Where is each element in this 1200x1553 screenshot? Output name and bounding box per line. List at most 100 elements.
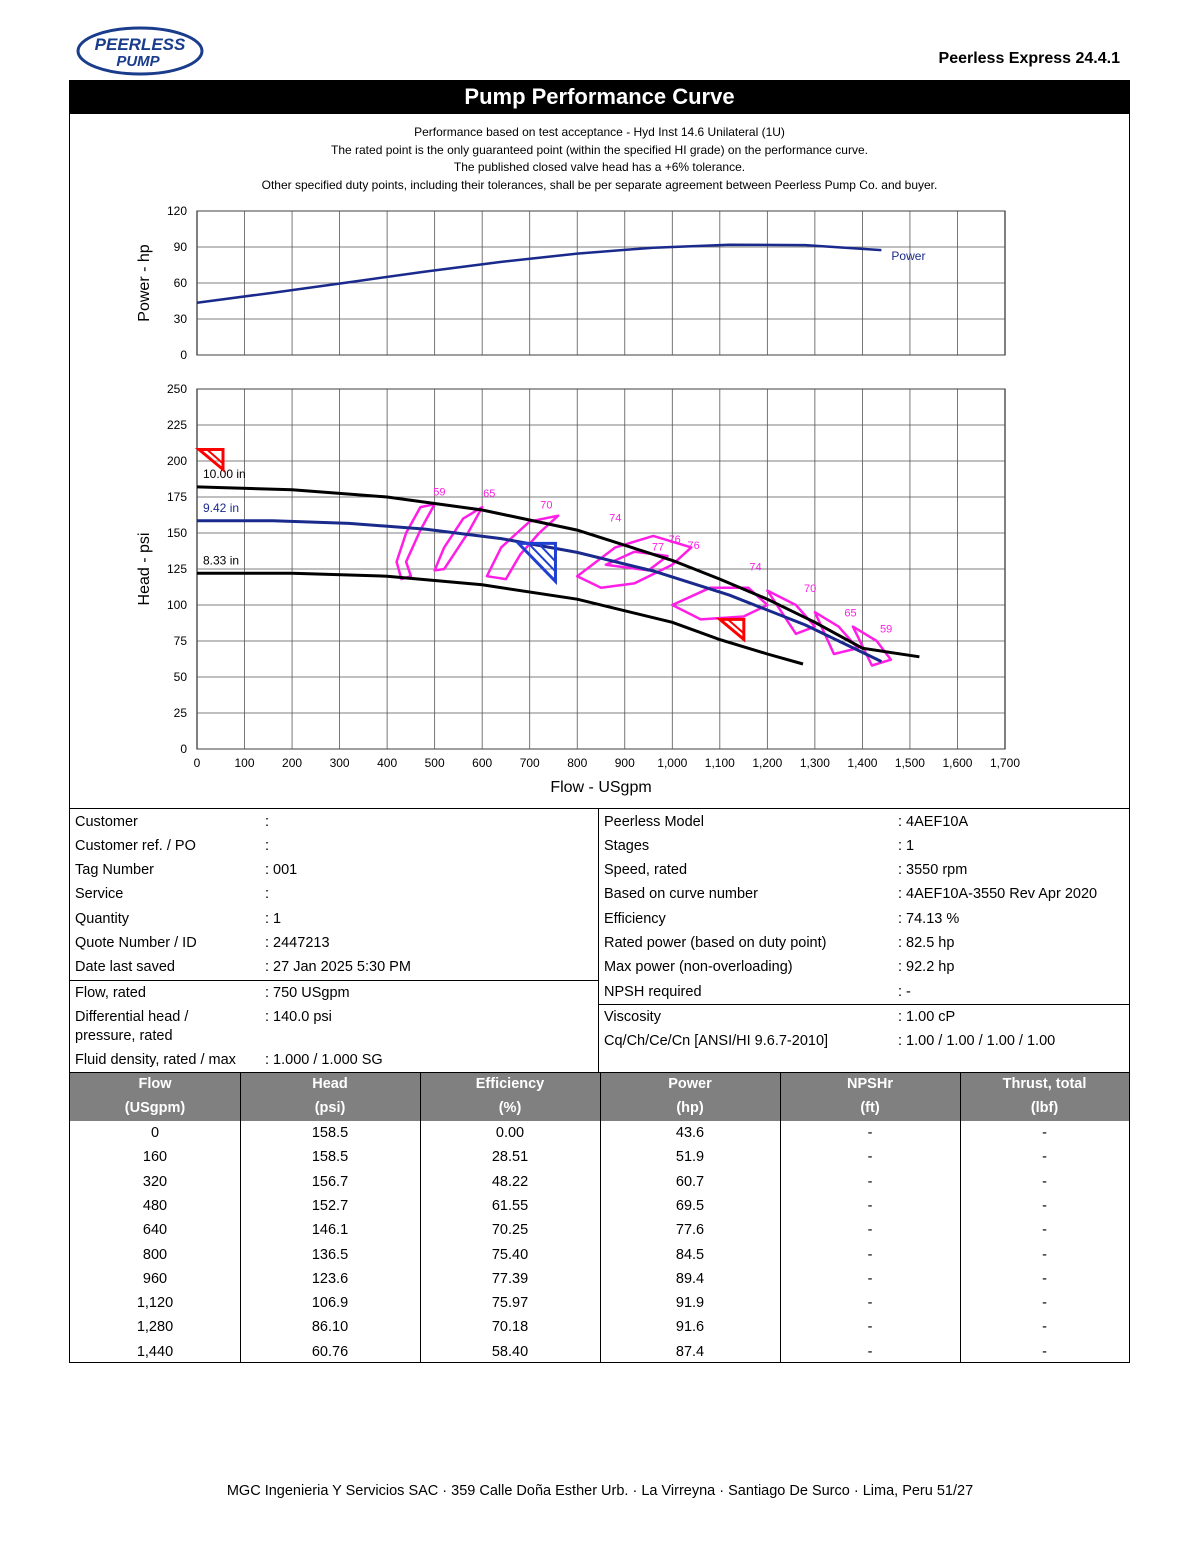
- table-cell: 158.5: [311, 1149, 349, 1166]
- detail-label: Max power (non-overloading): [604, 959, 793, 975]
- detail-value: : 4AEF10A: [898, 814, 969, 830]
- table-cell: 77.39: [491, 1270, 529, 1287]
- power-y-tick-label: 30: [174, 312, 188, 326]
- x-axis-label: Flow - USgpm: [550, 779, 651, 796]
- table-header-cell: Head: [312, 1076, 348, 1092]
- x-tick-label: 1,100: [705, 756, 735, 770]
- head-curve: [197, 571, 804, 666]
- table-cell: -: [1042, 1125, 1047, 1141]
- note-line: The published closed valve head has a +6…: [453, 160, 746, 174]
- rated-point-hatch: [537, 542, 557, 563]
- table-cell: -: [1042, 1222, 1047, 1239]
- table-cell: 70.25: [491, 1222, 529, 1239]
- performance-charts: 0 30 60 90 120 0 25 50 75 100 125 150 175 200 225 250 0 1…: [136, 204, 1020, 796]
- table-cell: 70.18: [491, 1319, 529, 1336]
- detail-label: Tag Number: [75, 862, 154, 878]
- detail-value: : 001: [265, 862, 298, 878]
- table-cell: 60.7: [675, 1173, 705, 1190]
- detail-label: Fluid density, rated / max: [75, 1052, 236, 1068]
- min-head-marker-hatch: [727, 618, 745, 635]
- table-column-divider: [780, 1072, 781, 1363]
- table-cell: 58.40: [491, 1343, 529, 1360]
- note-line: Performance based on test acceptance - H…: [414, 125, 785, 139]
- head-y-axis-label: Head - psi: [136, 533, 153, 606]
- table-cell: -: [867, 1222, 873, 1239]
- table-cell: 48.22: [491, 1173, 529, 1190]
- detail-value: : 2447213: [265, 935, 330, 951]
- efficiency-label: 70: [540, 500, 552, 512]
- x-tick-label: 1,600: [942, 756, 972, 770]
- table-cell: 28.51: [491, 1149, 529, 1166]
- rated-point-hatch: [527, 542, 557, 573]
- software-version: Peerless Express 24.4.1: [938, 50, 1120, 67]
- table-cell: 160: [142, 1149, 168, 1166]
- detail-label: Speed, rated: [604, 862, 688, 878]
- table-cell: 152.7: [311, 1197, 349, 1214]
- table-cell: -: [1042, 1270, 1047, 1287]
- detail-value: : 82.5 hp: [898, 935, 955, 951]
- x-tick-label: 1,700: [990, 756, 1020, 770]
- table-cell: 51.9: [675, 1149, 705, 1166]
- efficiency-label: 59: [433, 487, 445, 499]
- power-curve: [196, 243, 882, 304]
- table-header-cell: Efficiency: [475, 1076, 545, 1092]
- table-cell: -: [867, 1149, 873, 1166]
- table-header-cell: (lbf): [1030, 1100, 1059, 1116]
- x-tick-label: 1,400: [847, 756, 877, 770]
- efficiency-label: 74: [749, 561, 761, 573]
- table-header: Flow (USgpm) Head (psi) Efficiency (%) Power (h…: [70, 1072, 1129, 1121]
- head-y-tick-label: 150: [167, 526, 187, 540]
- detail-value: :: [265, 838, 270, 854]
- head-y-tick-label: 50: [174, 670, 188, 684]
- detail-value: : 750 USgpm: [265, 985, 350, 1001]
- table-cell: 0: [150, 1125, 160, 1141]
- table-cell: -: [867, 1246, 873, 1263]
- efficiency-contour: [604, 550, 669, 572]
- divider: [598, 1004, 1129, 1005]
- divider: [598, 808, 599, 1072]
- x-tick-label: 1,300: [800, 756, 830, 770]
- logo-text-top: PEERLESS: [95, 35, 186, 54]
- detail-label: Peerless Model: [604, 814, 704, 830]
- detail-label: Date last saved: [75, 959, 175, 975]
- divider: [70, 980, 598, 981]
- x-tick-label: 500: [425, 756, 445, 770]
- table-column-divider: [960, 1072, 961, 1363]
- efficiency-contour: [433, 505, 484, 572]
- table-column-divider: [240, 1072, 241, 1363]
- table-header-cell: NPSHr: [847, 1076, 893, 1092]
- table-column-divider: [420, 1072, 421, 1363]
- detail-label: Service: [75, 886, 124, 902]
- table-header-cell: (%): [498, 1100, 522, 1116]
- table-cell: -: [867, 1173, 873, 1190]
- table-cell: 87.4: [675, 1343, 705, 1360]
- table-header-cell: (USgpm): [124, 1100, 186, 1116]
- x-tick-label: 600: [472, 756, 492, 770]
- head-y-tick-label: 125: [167, 562, 187, 576]
- table-header-cell: Power: [668, 1076, 712, 1092]
- power-y-axis-label: Power - hp: [136, 244, 153, 321]
- detail-value: : 1: [898, 838, 915, 854]
- detail-label: Cq/Ch/Ce/Cn [ANSI/HI 9.6.7-2010]: [604, 1033, 829, 1049]
- table-cell: 69.5: [675, 1197, 705, 1214]
- table-cell: 1,280: [136, 1319, 174, 1336]
- efficiency-label: 65: [844, 608, 856, 620]
- detail-value: :: [265, 814, 270, 830]
- table-cell: 136.5: [311, 1246, 349, 1263]
- x-tick-label: 1,500: [895, 756, 925, 770]
- note-line: The rated point is the only guaranteed p…: [331, 142, 868, 157]
- table-cell: 158.5: [311, 1125, 349, 1141]
- x-tick-label: 1,200: [752, 756, 782, 770]
- head-y-tick-label: 100: [167, 598, 187, 612]
- table-cell: -: [867, 1270, 873, 1287]
- head-y-tick-label: 0: [180, 742, 187, 756]
- x-tick-label: 700: [520, 756, 540, 770]
- table-cell: -: [867, 1125, 873, 1141]
- table-cell: 800: [142, 1246, 168, 1263]
- x-tick-label: 1,000: [657, 756, 687, 770]
- efficiency-contour: [766, 589, 817, 636]
- table-cell: 75.40: [491, 1246, 529, 1263]
- divider: [70, 1072, 1129, 1073]
- head-curve-label: 9.42 in: [203, 501, 239, 515]
- detail-label: Stages: [604, 838, 650, 854]
